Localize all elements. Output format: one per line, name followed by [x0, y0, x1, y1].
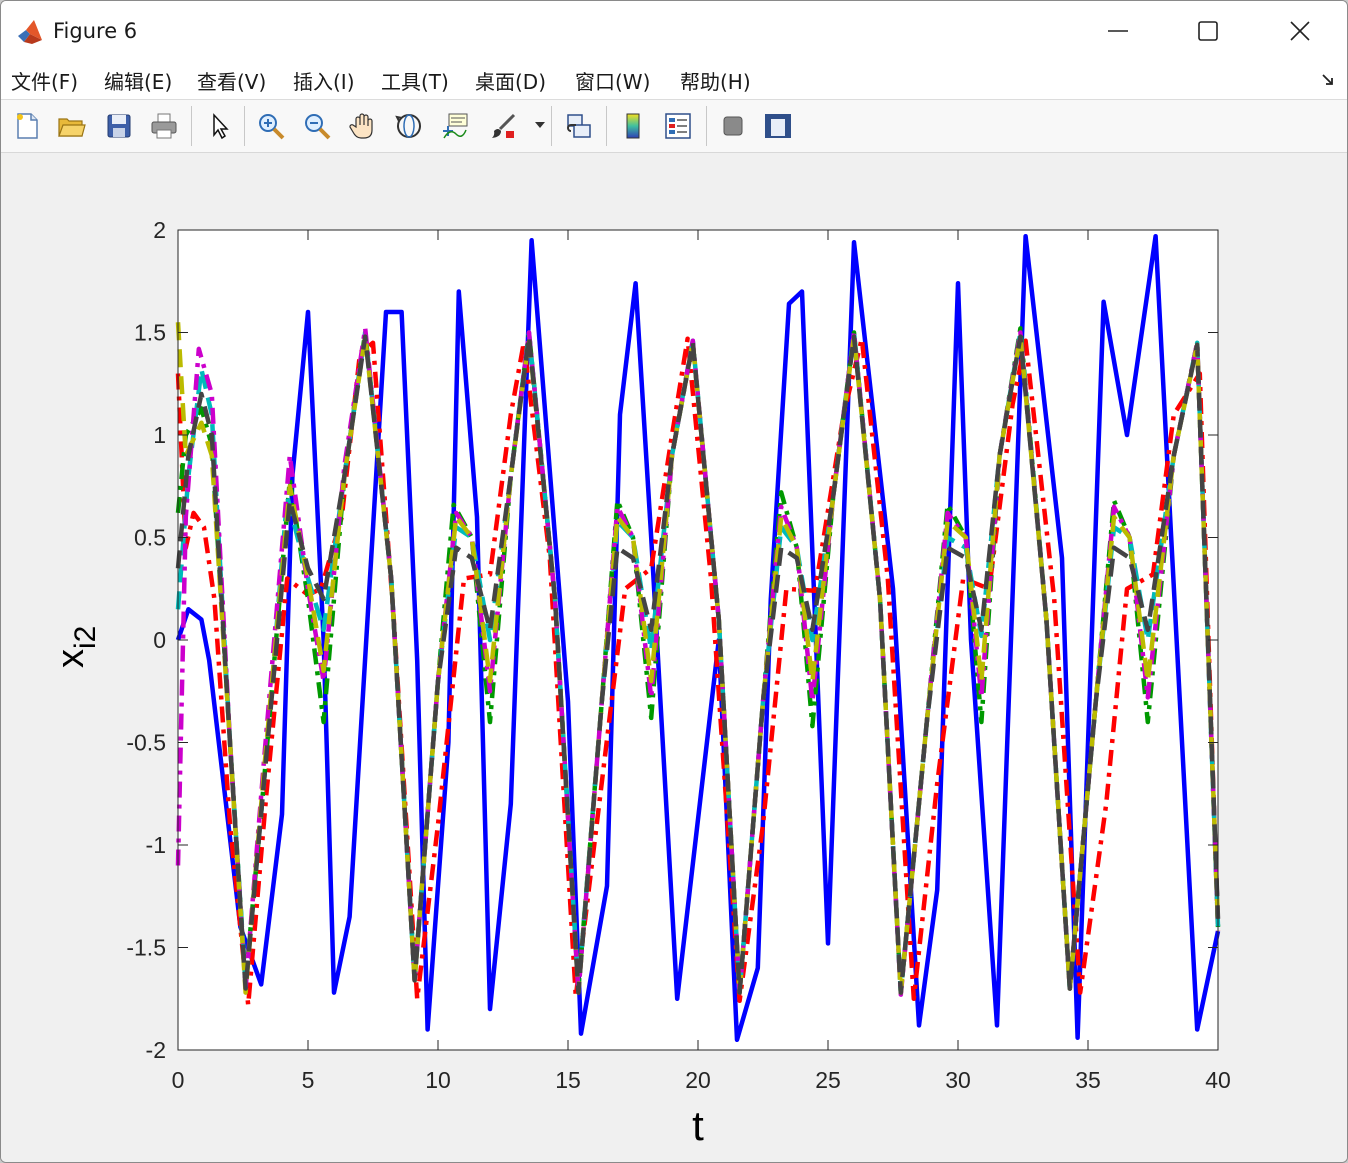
- save-icon: [107, 114, 131, 138]
- brush-icon: [492, 113, 516, 138]
- close-button[interactable]: [1253, 1, 1347, 61]
- y-tick-label: 1: [153, 422, 166, 448]
- y-tick-label: -2: [146, 1037, 166, 1063]
- y-axis-label-subscript: i2: [69, 626, 102, 649]
- tick-layer: 0 5 10 15 20 25 30 35 40 -2 -1.5 -1 -0.5 0 0.5 1 1.5 2: [126, 217, 1230, 1093]
- x-tick-label: 25: [815, 1067, 841, 1093]
- y-tick-label: 2: [153, 217, 166, 243]
- pan-button[interactable]: [345, 108, 381, 144]
- y-axis-label: xi2: [50, 626, 102, 668]
- y-tick-label: -1: [146, 832, 166, 858]
- data-cursor-button[interactable]: [437, 108, 473, 144]
- x-tick-label: 5: [302, 1067, 315, 1093]
- x-tick-label: 10: [425, 1067, 451, 1093]
- new-figure-button[interactable]: [9, 108, 45, 144]
- x-tick-label: 15: [555, 1067, 581, 1093]
- menu-view[interactable]: 查看(V): [197, 70, 267, 94]
- zoom-out-button[interactable]: [299, 108, 335, 144]
- colorbar-icon: [626, 113, 640, 139]
- maximize-button[interactable]: [1161, 1, 1255, 61]
- save-button[interactable]: [101, 108, 137, 144]
- toolbar-separator: [551, 106, 552, 146]
- menu-insert[interactable]: 插入(I): [293, 70, 355, 94]
- pan-hand-icon: [349, 113, 373, 139]
- y-tick-label: -0.5: [126, 730, 166, 756]
- print-icon: [151, 113, 177, 139]
- y-axis-label-main: x: [50, 649, 92, 668]
- link-plot-icon: [567, 114, 591, 138]
- link-plot-button[interactable]: [561, 108, 597, 144]
- open-file-icon: [58, 118, 86, 137]
- matlab-icon: [18, 20, 42, 44]
- y-tick-label: -1.5: [126, 935, 166, 961]
- y-tick-label: 0: [153, 627, 166, 653]
- minimize-icon: [1108, 30, 1128, 32]
- rotate-3d-icon: [395, 114, 421, 138]
- y-tick-label: 1.5: [134, 320, 166, 346]
- toolbar-separator: [191, 106, 192, 146]
- window-title: Figure 6: [53, 19, 138, 43]
- title-bar: Figure 6: [1, 1, 1347, 61]
- legend-button[interactable]: [660, 108, 696, 144]
- x-axis-label: t: [692, 1102, 704, 1149]
- show-plot-tools-button[interactable]: [760, 108, 796, 144]
- show-plot-tools-icon: [765, 114, 791, 138]
- print-button[interactable]: [146, 108, 182, 144]
- series-line-6[interactable]: [175, 322, 1221, 995]
- series-line-1[interactable]: [175, 233, 1221, 1043]
- plot-canvas: 0 5 10 15 20 25 30 35 40-2-1.5-1-0.500.511.52 t …: [50, 217, 1231, 1149]
- rotate-3d-button[interactable]: [391, 108, 427, 144]
- data-cursor-icon: [443, 113, 468, 139]
- toolbar-separator: [706, 106, 707, 146]
- x-tick-label: 40: [1205, 1067, 1231, 1093]
- dock-arrow-icon[interactable]: [1321, 73, 1335, 87]
- menu-tools[interactable]: 工具(T): [381, 70, 449, 94]
- figure-canvas: 0 5 10 15 20 25 30 35 40 -2 -1.5 -1 -0.5 0 0.5 1 1.5 2 t …: [1, 153, 1347, 1162]
- select-arrow-button[interactable]: [201, 108, 237, 144]
- series-layer: [175, 233, 1221, 1043]
- brush-dropdown-icon[interactable]: [535, 122, 545, 130]
- toolbar-separator: [606, 106, 607, 146]
- hide-plot-tools-icon: [723, 116, 743, 136]
- brush-button[interactable]: [485, 108, 521, 144]
- series-line-7[interactable]: [175, 334, 1221, 995]
- select-arrow-icon: [213, 113, 229, 140]
- legend-icon: [665, 113, 691, 139]
- minimize-button[interactable]: [1071, 1, 1165, 61]
- x-tick-label: 0: [172, 1067, 185, 1093]
- zoom-in-button[interactable]: [253, 108, 289, 144]
- toolbar-separator: [244, 106, 245, 146]
- menu-help[interactable]: 帮助(H): [680, 70, 751, 94]
- toolbar: [1, 100, 1347, 153]
- x-tick-label: 35: [1075, 1067, 1101, 1093]
- hide-plot-tools-button[interactable]: [715, 108, 751, 144]
- x-tick-label: 20: [685, 1067, 711, 1093]
- menu-desktop[interactable]: 桌面(D): [475, 70, 547, 94]
- colorbar-button[interactable]: [615, 108, 651, 144]
- open-file-button[interactable]: [53, 108, 89, 144]
- y-tick-label: 0.5: [134, 525, 166, 551]
- close-icon: [1290, 21, 1310, 41]
- x-tick-label: 30: [945, 1067, 971, 1093]
- menu-file[interactable]: 文件(F): [11, 70, 79, 94]
- menu-edit[interactable]: 编辑(E): [104, 70, 173, 94]
- zoom-out-icon: [305, 114, 331, 140]
- maximize-icon: [1198, 21, 1218, 41]
- zoom-in-icon: [259, 114, 285, 140]
- new-figure-icon: [17, 113, 38, 139]
- menu-window[interactable]: 窗口(W): [575, 70, 651, 94]
- menu-bar: 文件(F) 编辑(E) 查看(V) 插入(I) 工具(T) 桌面(D) 窗口(W…: [1, 61, 1347, 100]
